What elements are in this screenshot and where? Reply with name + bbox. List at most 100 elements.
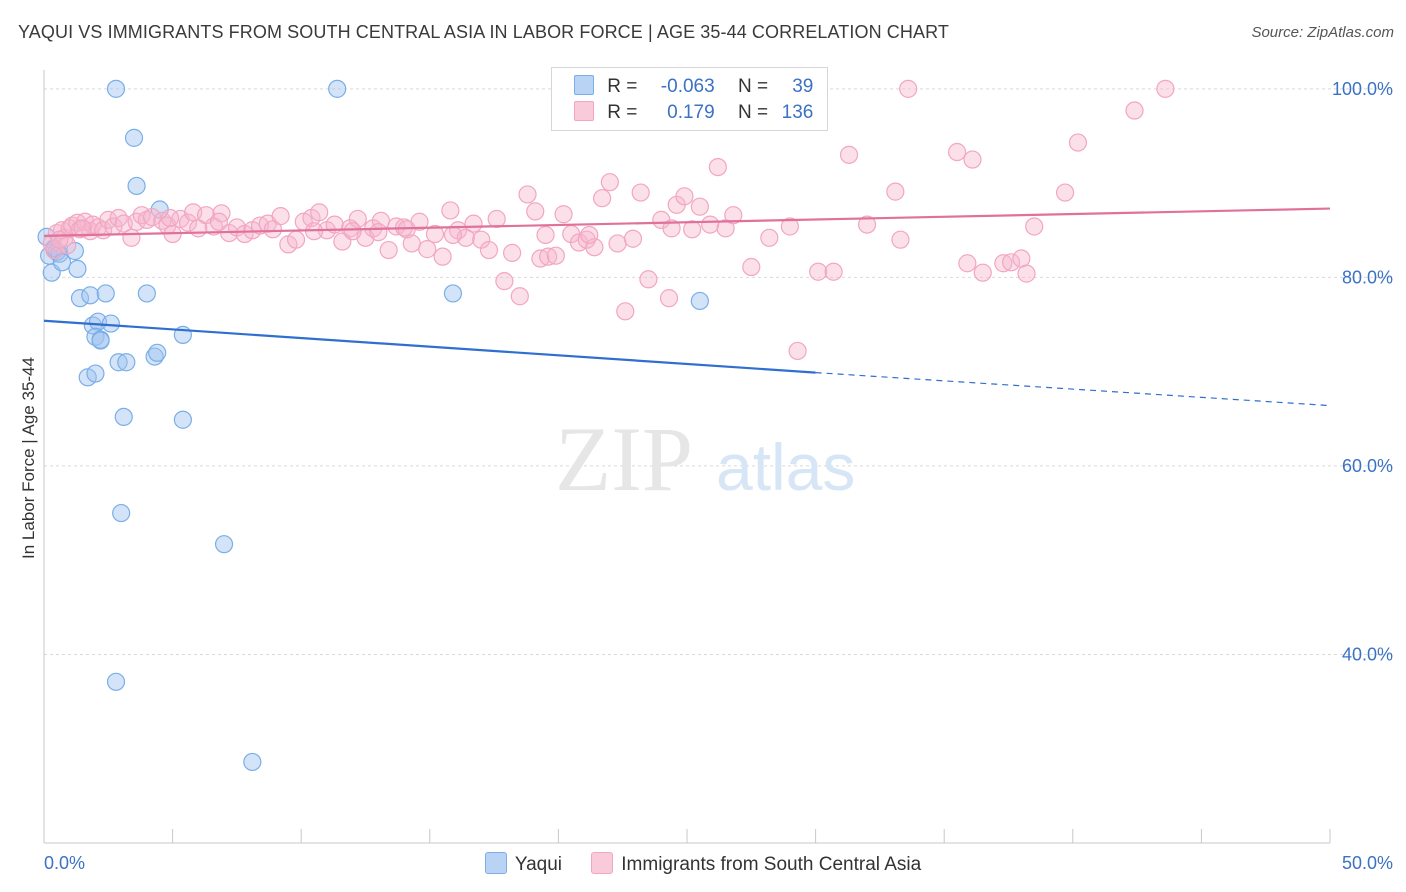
data-point (526, 202, 545, 221)
data-point (675, 187, 694, 206)
legend-row-immigrants: R = 0.179 N = 136 (574, 101, 813, 127)
data-point (443, 284, 463, 303)
data-point (464, 214, 483, 233)
data-point (106, 672, 126, 691)
points-immigrants (42, 79, 1175, 361)
data-point (86, 364, 105, 383)
data-point (539, 247, 558, 266)
data-point (788, 341, 807, 361)
data-point (958, 254, 977, 273)
data-point (1012, 249, 1031, 268)
trend-lines (43, 207, 1331, 407)
data-point (114, 407, 133, 427)
watermark-zip: ZIP (555, 408, 693, 510)
data-point (137, 210, 156, 229)
chart-title: YAQUI VS IMMIGRANTS FROM SOUTH CENTRAL A… (18, 22, 949, 42)
trend-line-yaqui (43, 319, 816, 374)
data-point (577, 230, 596, 249)
data-point (209, 212, 228, 231)
data-point (886, 182, 905, 201)
data-point (608, 234, 627, 253)
data-point (495, 272, 514, 291)
data-point (106, 79, 126, 98)
data-point (554, 205, 573, 224)
data-point (690, 291, 709, 311)
legend-n-label: N = (737, 102, 769, 123)
y-tick-label: 100.0% (1332, 79, 1393, 99)
source-note: Source: ZipAtlas.com (1251, 24, 1394, 41)
legend-r-value-immigrants: 0.179 (667, 102, 715, 123)
data-point (122, 228, 141, 247)
data-point (418, 240, 437, 259)
data-point (973, 263, 992, 282)
data-point (88, 218, 108, 237)
data-point (117, 353, 136, 372)
data-point (809, 262, 828, 281)
data-point (68, 259, 87, 279)
data-point (662, 219, 681, 238)
data-point (639, 270, 658, 289)
legend-r-label: R = (607, 102, 638, 123)
data-point (824, 262, 843, 281)
data-point (441, 201, 460, 220)
data-point (286, 230, 306, 249)
data-point (178, 213, 198, 232)
data-point (310, 203, 329, 222)
data-point (503, 243, 522, 262)
series-swatch-immigrants (591, 852, 614, 874)
series-legend-item-yaqui: Yaqui (484, 852, 562, 876)
watermark: ZIP atlas (555, 408, 855, 510)
y-tick-label: 80.0% (1342, 267, 1393, 287)
correlation-legend: R = -0.063 N = 39 R = 0.179 N = 136 (551, 67, 828, 131)
legend-swatch-yaqui (574, 75, 594, 95)
data-point (127, 176, 146, 196)
data-point (443, 225, 463, 245)
data-point (148, 343, 167, 362)
data-point (73, 219, 92, 238)
data-point (425, 224, 445, 244)
data-point (1156, 79, 1175, 98)
data-point (683, 220, 702, 239)
data-point (271, 207, 290, 226)
data-point (708, 157, 727, 177)
data-point (343, 222, 362, 241)
data-point (580, 225, 599, 245)
data-point (963, 150, 982, 169)
data-point (173, 410, 192, 429)
x-tick-label-left: 0.0% (44, 853, 85, 873)
data-point (760, 228, 779, 247)
data-point (137, 284, 156, 303)
legend-n-value-immigrants: 136 (781, 102, 814, 123)
data-point (112, 503, 131, 523)
series-legend-item-immigrants: Immigrants from South Central Asia (591, 852, 921, 876)
y-axis-title: In Labor Force | Age 35-44 (19, 357, 38, 559)
data-point (742, 257, 761, 277)
data-point (50, 230, 69, 249)
data-point (1025, 217, 1044, 236)
data-point (600, 173, 619, 192)
data-point (109, 208, 128, 228)
data-point (631, 183, 650, 202)
data-point (1017, 264, 1036, 283)
data-point (124, 128, 144, 147)
series-legend: Yaqui Immigrants from South Central Asia (0, 852, 1406, 876)
data-point (101, 314, 120, 333)
data-point (510, 287, 529, 306)
data-point (1068, 133, 1088, 152)
data-point (160, 208, 180, 228)
legend-r-value-yaqui: -0.063 (660, 76, 715, 97)
series-swatch-yaqui (484, 852, 507, 874)
data-point (994, 254, 1013, 273)
data-point (724, 206, 743, 225)
data-point (379, 240, 398, 260)
data-point (387, 217, 406, 236)
data-point (701, 215, 720, 234)
axes (43, 70, 1331, 844)
data-point (81, 286, 100, 305)
data-point (659, 289, 679, 308)
data-point (623, 229, 643, 248)
data-point (546, 246, 565, 265)
data-point (947, 142, 967, 162)
data-point (96, 284, 115, 303)
